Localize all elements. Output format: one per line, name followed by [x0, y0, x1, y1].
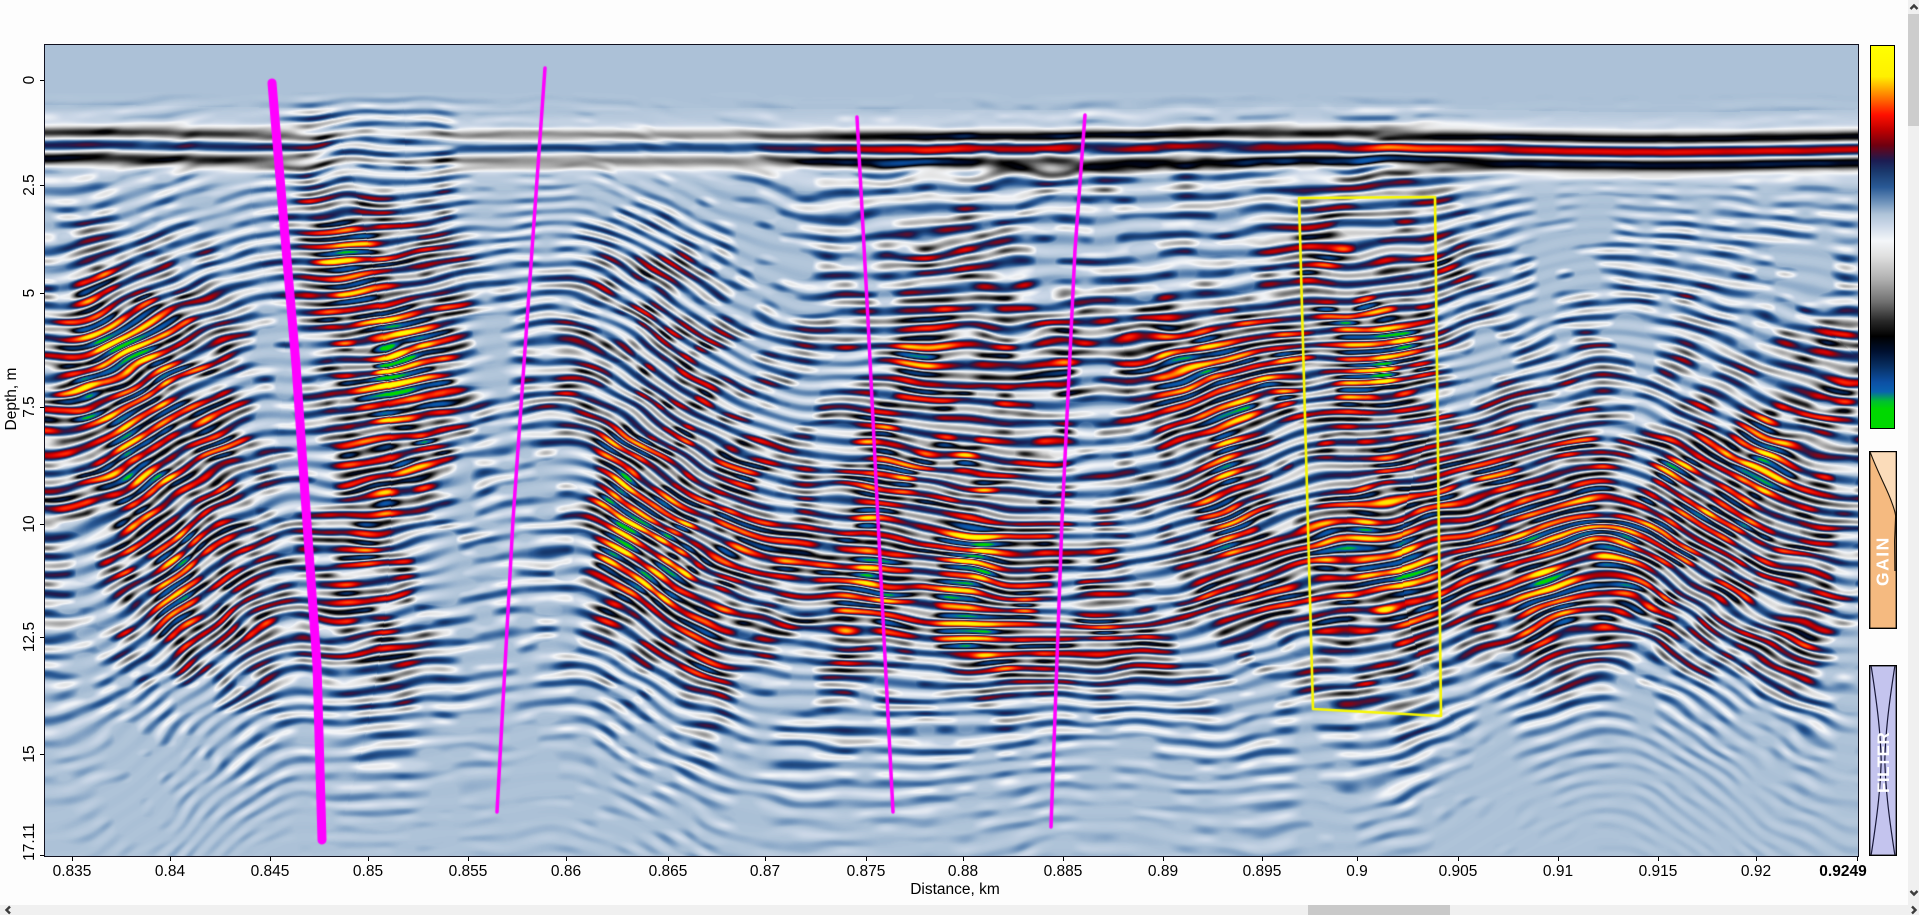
svg-text:FILTER: FILTER: [1874, 732, 1893, 793]
svg-text:GAIN: GAIN: [1873, 536, 1893, 586]
